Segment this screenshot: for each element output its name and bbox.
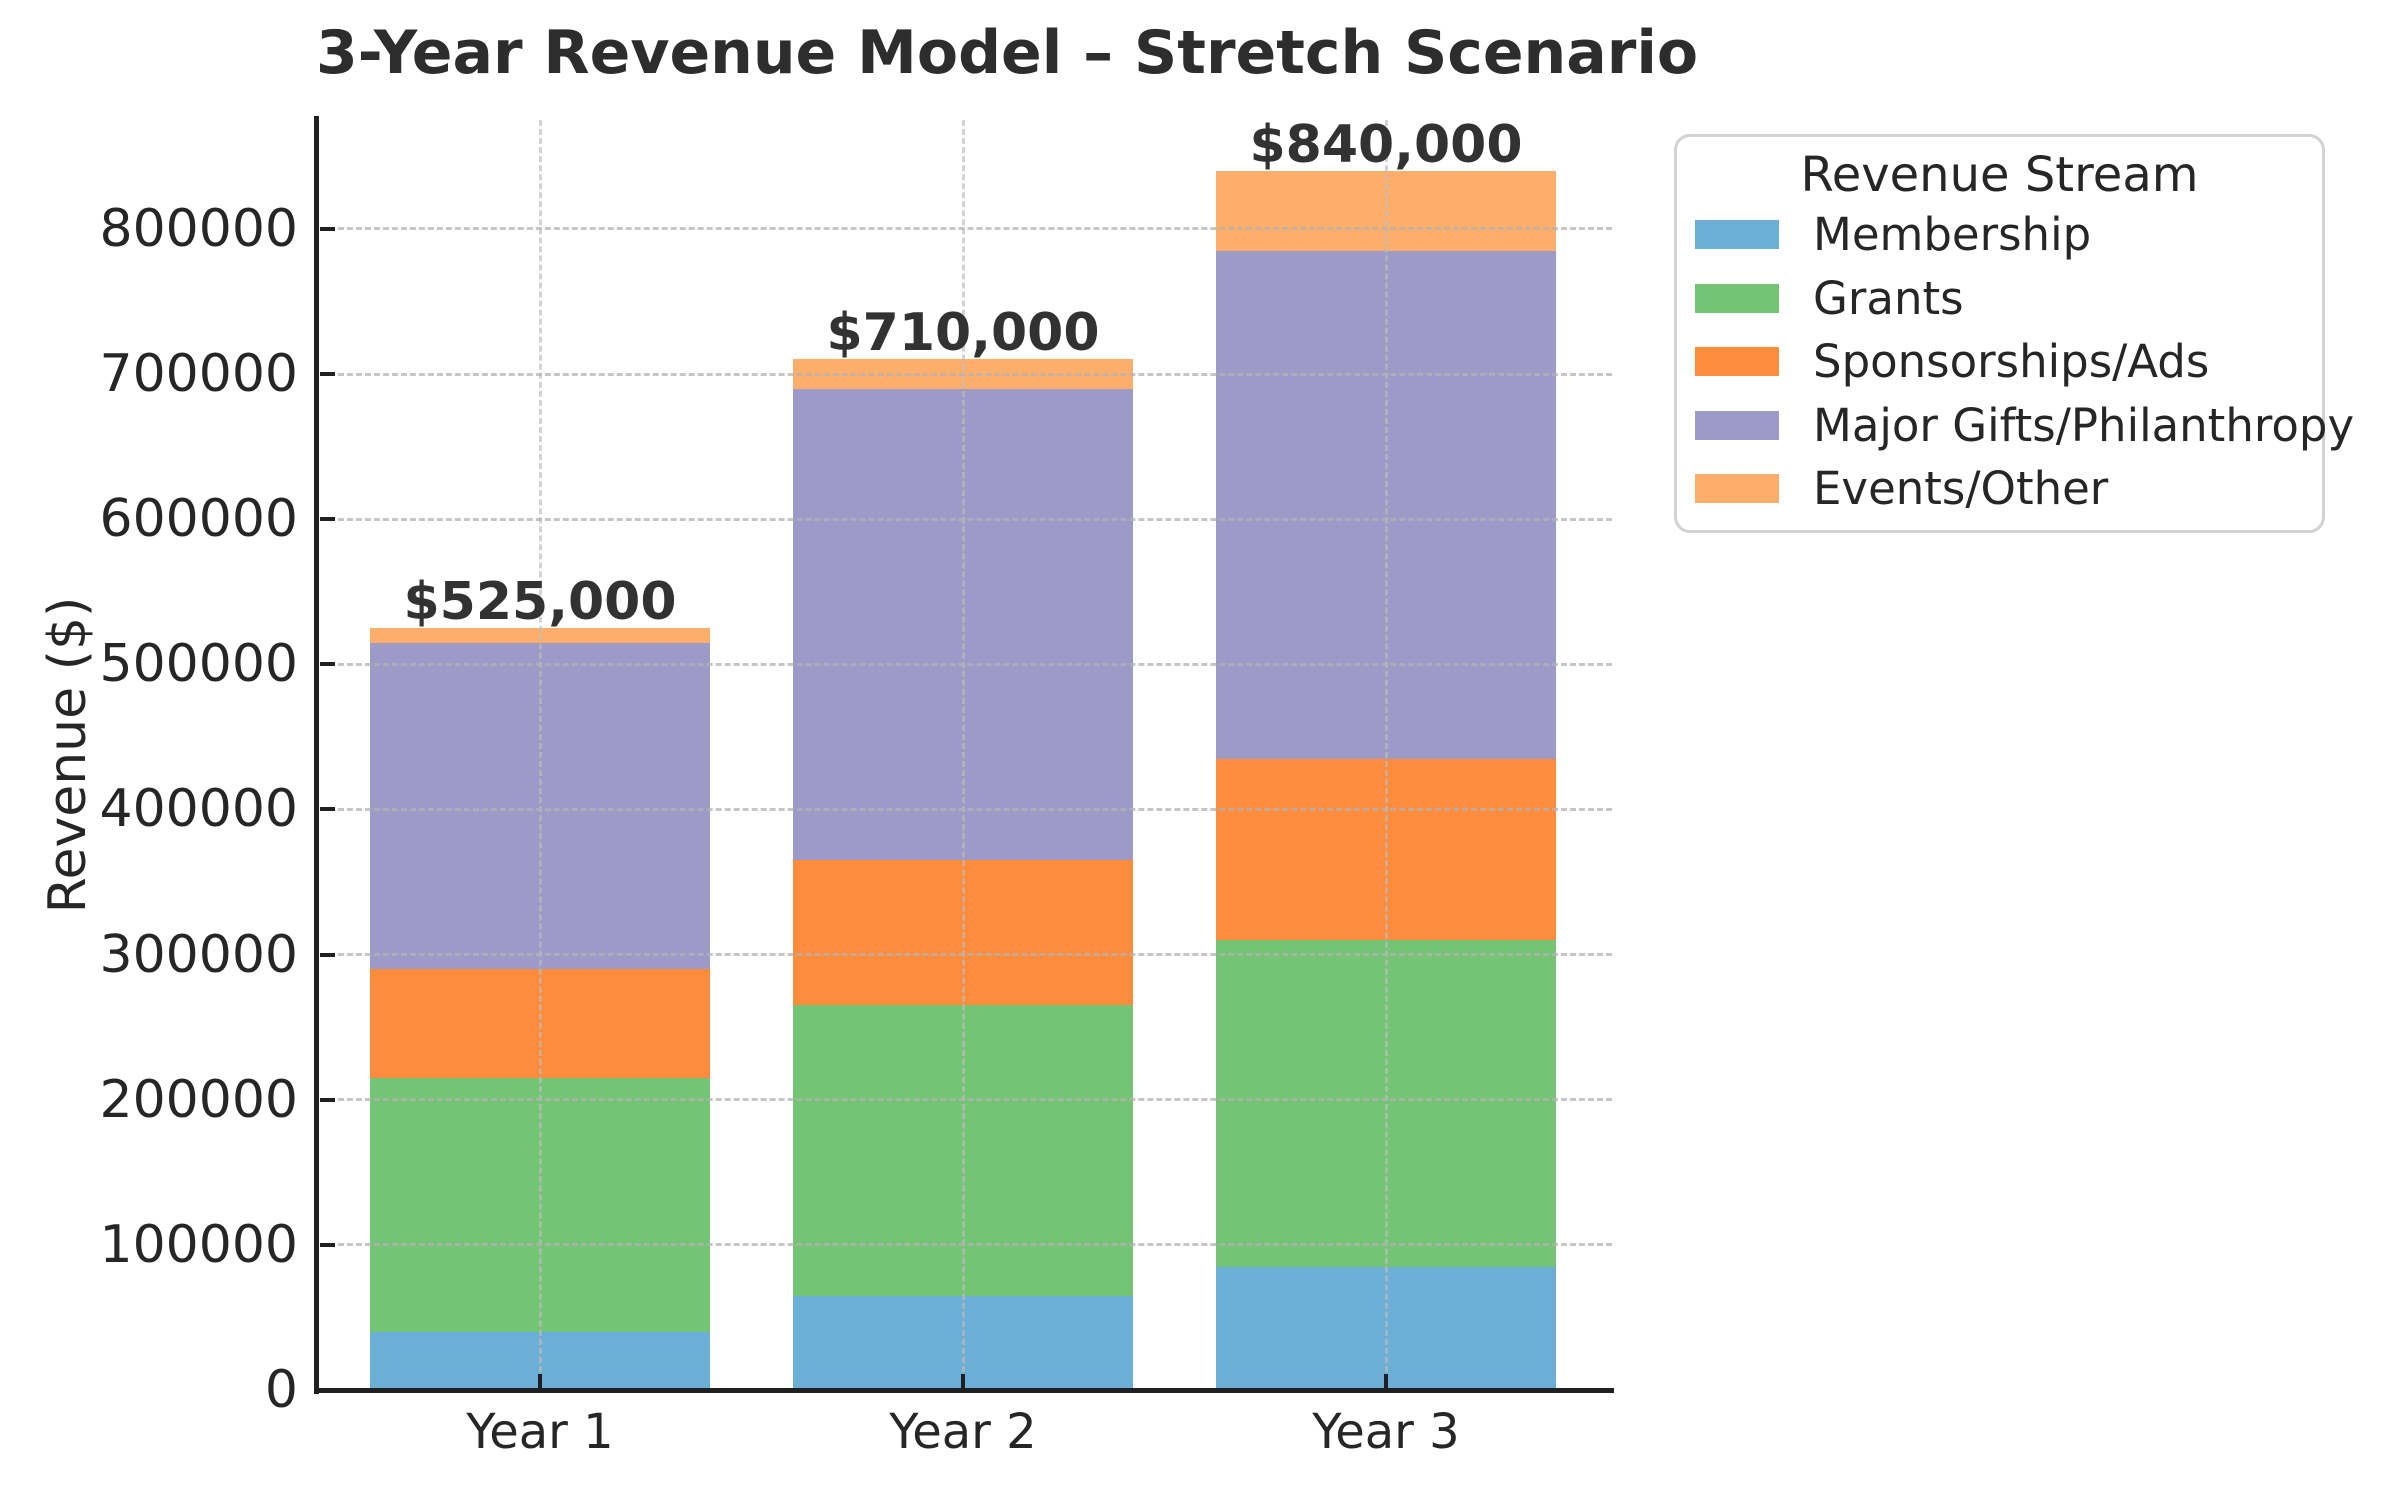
x-tick-label: Year 3 — [1312, 1404, 1460, 1460]
legend-item: Membership — [1677, 203, 2322, 267]
legend-swatch-icon — [1695, 347, 1779, 376]
x-tick-mark — [538, 1374, 542, 1390]
horizontal-gridline — [320, 807, 1612, 811]
y-tick-label: 0 — [264, 1360, 298, 1420]
legend-title: Revenue Stream — [1800, 147, 2199, 203]
y-tick-label: 300000 — [99, 924, 298, 985]
y-tick-mark — [320, 952, 335, 957]
y-tick-label: 200000 — [99, 1069, 298, 1130]
bar-total-label: $525,000 — [403, 572, 677, 632]
legend-item-label: Events/Other — [1813, 462, 2109, 515]
y-tick-label: 100000 — [99, 1214, 298, 1275]
legend-swatch-icon — [1695, 410, 1779, 440]
legend-swatch-icon — [1695, 220, 1779, 249]
legend-item: Sponsorships/Ads — [1677, 330, 2322, 394]
x-axis-spine — [314, 1388, 1614, 1393]
legend-item-label: Grants — [1813, 271, 1964, 325]
x-tick-mark — [961, 1374, 965, 1390]
legend-item: Grants — [1677, 267, 2322, 331]
y-tick-mark — [320, 226, 335, 231]
vertical-gridline — [1384, 120, 1388, 1390]
y-tick-mark — [320, 517, 335, 522]
legend-swatch-icon — [1695, 474, 1779, 503]
legend-item-label: Major Gifts/Philanthropy — [1813, 398, 2355, 452]
y-tick-label: 700000 — [99, 344, 298, 404]
legend-item: Events/Other — [1677, 457, 2322, 521]
chart-title: 3-Year Revenue Model – Stretch Scenario — [316, 18, 1699, 88]
horizontal-gridline — [320, 1243, 1612, 1247]
y-axis-spine — [314, 116, 319, 1394]
y-tick-label: 500000 — [99, 634, 298, 695]
legend-item-label: Membership — [1813, 208, 2092, 261]
y-tick-mark — [320, 807, 335, 812]
x-tick-mark — [1384, 1374, 1388, 1390]
y-tick-mark — [320, 662, 335, 667]
legend-item-label: Sponsorships/Ads — [1813, 335, 2210, 388]
legend-swatch-icon — [1695, 283, 1779, 313]
x-tick-label: Year 1 — [466, 1404, 614, 1460]
legend-item: Major Gifts/Philanthropy — [1677, 394, 2354, 458]
bar-total-label: $840,000 — [1249, 114, 1523, 175]
bar-total-label: $710,000 — [826, 303, 1100, 364]
y-tick-label: 800000 — [99, 198, 298, 259]
horizontal-gridline — [320, 953, 1612, 957]
horizontal-gridline — [320, 372, 1612, 376]
horizontal-gridline — [320, 227, 1612, 231]
vertical-gridline — [961, 120, 965, 1390]
y-tick-mark — [320, 1097, 335, 1102]
horizontal-gridline — [320, 517, 1612, 521]
y-tick-label: 600000 — [99, 489, 298, 550]
horizontal-gridline — [320, 1098, 1612, 1102]
horizontal-gridline — [320, 662, 1612, 666]
legend: Revenue Stream Membership Grants Sponsorsh… — [1674, 134, 2354, 533]
x-tick-label: Year 2 — [889, 1404, 1037, 1460]
y-tick-mark — [320, 1242, 335, 1247]
y-tick-mark — [320, 372, 335, 376]
y-tick-label: 400000 — [99, 779, 298, 840]
vertical-gridline — [538, 120, 542, 1390]
